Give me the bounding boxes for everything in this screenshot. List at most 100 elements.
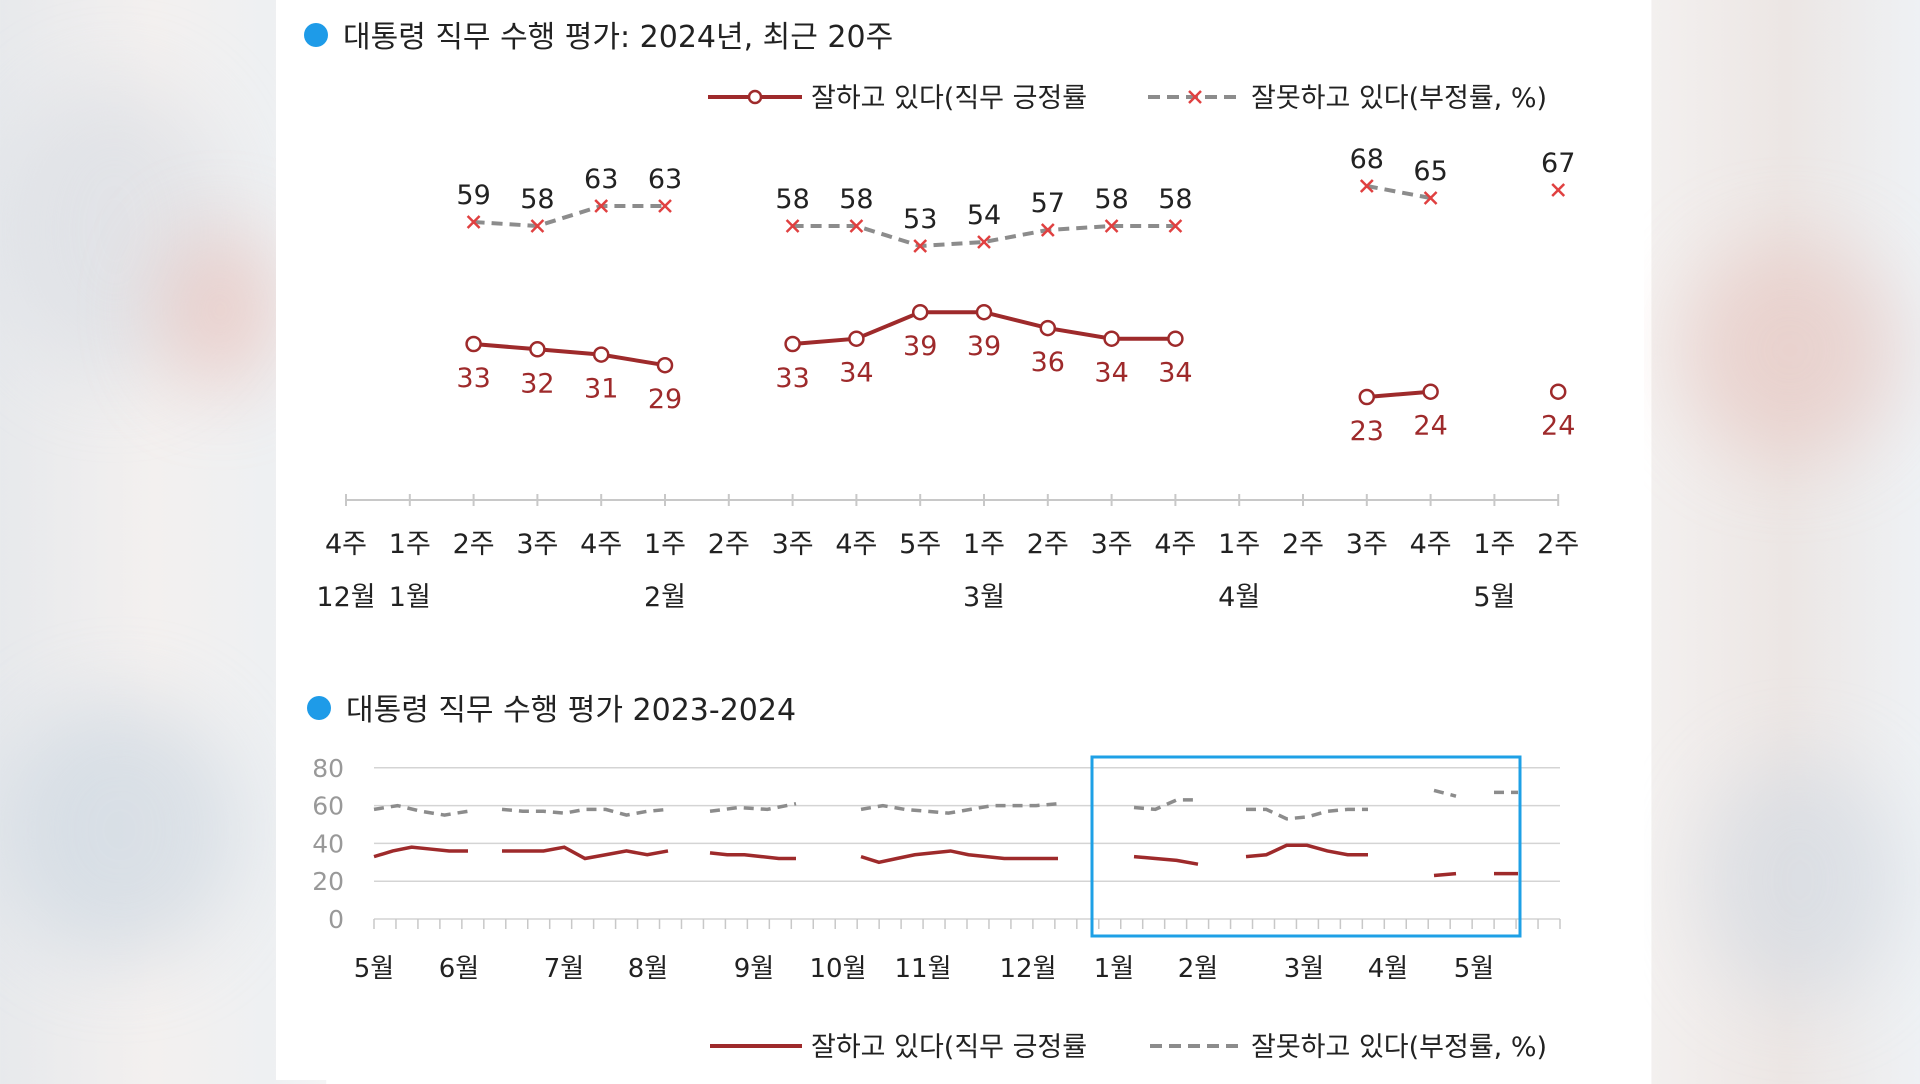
negative-data-label: 58 bbox=[1158, 184, 1192, 215]
x-tick-label: 5주 bbox=[899, 529, 941, 560]
positive-data-label: 29 bbox=[648, 384, 682, 415]
negative-point-stroke bbox=[1168, 219, 1183, 233]
positive-point bbox=[1358, 388, 1376, 406]
positive-point bbox=[848, 330, 865, 347]
y-tick-label: 60 bbox=[312, 792, 344, 821]
negative-data-label: 65 bbox=[1413, 156, 1447, 187]
x-tick-label: 2주 bbox=[453, 529, 495, 560]
x-tick-label: 2주 bbox=[1027, 529, 1069, 560]
negative-point bbox=[977, 235, 991, 249]
y-tick-label: 0 bbox=[328, 905, 344, 934]
legend-negative-label: 잘못하고 있다(부정률, %) bbox=[1251, 83, 1547, 114]
positive-point bbox=[911, 303, 929, 321]
positive-data-label: 39 bbox=[967, 331, 1001, 362]
month-label: 1월 bbox=[1094, 954, 1134, 984]
negative-point-stroke bbox=[1040, 223, 1055, 237]
positive-data-label: 33 bbox=[775, 363, 809, 394]
background-blur bbox=[1700, 760, 1900, 1000]
negative-point-stroke bbox=[1551, 183, 1566, 197]
x-tick-label: 1주 bbox=[1218, 529, 1260, 560]
month-label: 3월 bbox=[1284, 954, 1324, 984]
negative-data-label: 58 bbox=[520, 184, 554, 215]
x-tick-label: 1주 bbox=[1473, 529, 1515, 560]
negative-line bbox=[709, 801, 797, 814]
positive-point bbox=[975, 303, 993, 321]
month-label: 5월 bbox=[1454, 954, 1494, 984]
negative-data-label: 58 bbox=[839, 184, 873, 215]
negative-line bbox=[1246, 807, 1368, 821]
negative-data-label: 63 bbox=[648, 164, 682, 195]
positive-data-label: 33 bbox=[456, 363, 490, 394]
legend-positive-label: 잘하고 있다(직무 긍정률 bbox=[811, 1032, 1087, 1063]
positive-data-label: 39 bbox=[903, 331, 937, 362]
month-label: 2월 bbox=[644, 582, 686, 613]
positive-data-label: 24 bbox=[1413, 411, 1447, 442]
positive-data-label: 23 bbox=[1350, 416, 1384, 447]
positive-point bbox=[529, 341, 546, 358]
negative-point bbox=[1040, 223, 1055, 237]
legend-positive-label: 잘하고 있다(직무 긍정률 bbox=[811, 83, 1087, 114]
month-label: 12월 bbox=[999, 954, 1056, 984]
negative-point bbox=[1551, 183, 1566, 197]
negative-data-label: 53 bbox=[903, 204, 937, 235]
chart2-title: 대통령 직무 수행 평가 2023-2024 bbox=[346, 693, 796, 728]
legend-positive-marker bbox=[747, 89, 763, 105]
negative-line bbox=[373, 803, 469, 817]
positive-line bbox=[1245, 843, 1368, 859]
month-label: 1월 bbox=[389, 582, 431, 613]
negative-point bbox=[1359, 179, 1374, 193]
month-label: 9월 bbox=[734, 954, 774, 984]
negative-point-stroke bbox=[466, 215, 481, 229]
negative-point-stroke bbox=[658, 199, 672, 213]
month-label: 11월 bbox=[894, 954, 951, 984]
background-blur bbox=[0, 700, 240, 960]
chart2-series bbox=[373, 788, 1518, 878]
negative-line bbox=[1433, 788, 1457, 798]
negative-point-stroke bbox=[1423, 191, 1438, 205]
positive-line bbox=[1366, 389, 1431, 399]
x-tick-label: 3주 bbox=[772, 529, 814, 560]
positive-data-label: 31 bbox=[584, 374, 618, 405]
negative-line bbox=[1133, 798, 1198, 812]
negative-data-label: 54 bbox=[967, 200, 1001, 231]
positive-line bbox=[1433, 871, 1457, 878]
negative-point bbox=[1423, 191, 1438, 205]
chart1-legend: 잘하고 있다(직무 긍정률 잘못하고 있다(부정률, %) bbox=[708, 83, 1547, 114]
negative-point-stroke bbox=[913, 239, 928, 253]
negative-point-stroke bbox=[785, 219, 800, 233]
x-tick-label: 4주 bbox=[1410, 529, 1452, 560]
x-tick-label: 1주 bbox=[963, 529, 1005, 560]
background-blur bbox=[1680, 240, 1900, 460]
positive-data-label: 34 bbox=[1094, 358, 1128, 389]
negative-data-label: 67 bbox=[1541, 148, 1575, 179]
legend-negative-label: 잘못하고 있다(부정률, %) bbox=[1251, 1032, 1547, 1063]
x-tick-label: 3주 bbox=[1091, 529, 1133, 560]
x-tick-label: 4주 bbox=[580, 529, 622, 560]
x-tick-label: 2주 bbox=[1537, 529, 1579, 560]
highlight-box bbox=[1090, 755, 1522, 938]
y-tick-label: 40 bbox=[312, 829, 344, 858]
month-label: 10월 bbox=[809, 954, 866, 984]
negative-data-label: 59 bbox=[456, 180, 490, 211]
negative-point-stroke bbox=[1359, 179, 1374, 193]
positive-point bbox=[592, 346, 610, 363]
positive-line bbox=[502, 845, 669, 861]
month-label: 4월 bbox=[1368, 954, 1408, 984]
x-tick-label: 3주 bbox=[516, 529, 558, 560]
x-tick-label: 4주 bbox=[325, 529, 367, 560]
legend-negative-marker bbox=[1188, 90, 1202, 104]
chart1-title: 대통령 직무 수행 평가: 2024년, 최근 20주 bbox=[343, 20, 893, 55]
negative-point bbox=[913, 239, 928, 253]
negative-point-stroke bbox=[530, 219, 545, 233]
positive-point bbox=[465, 335, 482, 353]
negative-point-stroke bbox=[1104, 219, 1119, 233]
chart1-positive-series: 33 32 31 29 33 34 39 39 36 34 34 23 24 24 bbox=[456, 303, 1575, 447]
month-label: 3월 bbox=[963, 582, 1005, 613]
negative-line bbox=[1366, 184, 1431, 200]
positive-line bbox=[473, 342, 666, 368]
negative-data-label: 63 bbox=[584, 164, 618, 195]
month-label: 5월 bbox=[354, 954, 394, 984]
x-tick-label: 2주 bbox=[708, 529, 750, 560]
month-label: 7월 bbox=[544, 954, 584, 984]
negative-point-stroke bbox=[977, 235, 991, 249]
